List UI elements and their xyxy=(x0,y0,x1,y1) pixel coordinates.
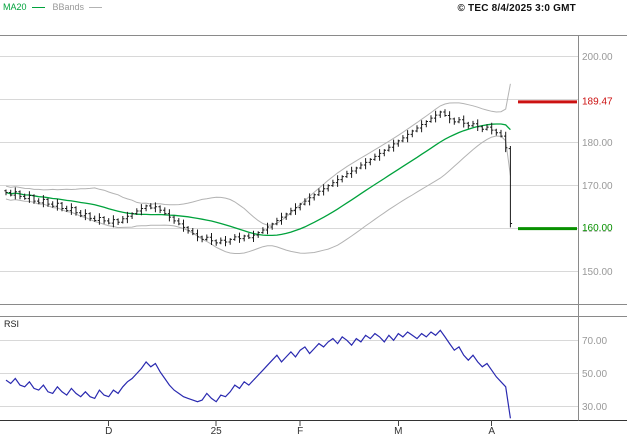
rsi-tick-label: 30.00 xyxy=(582,402,607,413)
price-tick-label: 170.00 xyxy=(582,181,613,192)
x-tick-label: M xyxy=(394,426,402,437)
rsi-panel-label: RSI xyxy=(4,319,20,329)
ohlc-bars xyxy=(4,109,513,247)
resistance-label-bg xyxy=(580,91,616,105)
bollinger-upper-band-line xyxy=(5,83,511,226)
resistance-level-label: 189.47 xyxy=(582,96,613,107)
rsi-tick-label: 70.00 xyxy=(582,336,607,347)
support-label-bg xyxy=(580,218,616,232)
ma20-legend-label: MA20 xyxy=(3,2,27,12)
x-tick-label: D xyxy=(105,426,112,437)
rsi-tick-label: 50.00 xyxy=(582,369,607,380)
x-tick-label: F xyxy=(297,426,303,437)
support-level-label: 160.00 xyxy=(582,223,613,234)
bbands-legend-line xyxy=(89,7,103,8)
x-tick-label: 25 xyxy=(211,426,223,437)
bbands-legend-label: BBands xyxy=(52,2,85,12)
x-tick-label: A xyxy=(488,426,495,437)
price-tick-label: 180.00 xyxy=(582,138,613,149)
copyright-text: © TEC 8/4/2025 3:0 GMT xyxy=(457,3,576,14)
price-tick-label: 200.00 xyxy=(582,52,613,63)
ma20-legend-line xyxy=(31,7,45,8)
price-tick-label: 150.00 xyxy=(582,267,613,278)
ma20-line xyxy=(5,123,511,237)
indicator-legend: MA20 BBands xyxy=(3,2,107,13)
rsi-line xyxy=(5,329,511,419)
